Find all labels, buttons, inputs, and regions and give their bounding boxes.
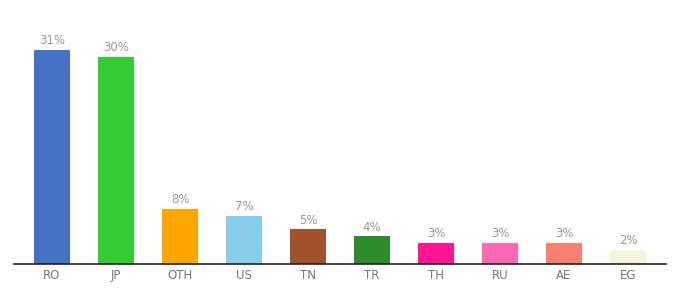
Bar xyxy=(163,209,198,264)
Bar xyxy=(99,56,133,264)
Text: 31%: 31% xyxy=(39,34,65,47)
Bar xyxy=(482,243,517,264)
Text: 8%: 8% xyxy=(171,193,189,206)
Text: 2%: 2% xyxy=(619,234,637,248)
Text: 3%: 3% xyxy=(555,227,573,241)
Text: 7%: 7% xyxy=(235,200,254,213)
Bar xyxy=(418,243,454,264)
Bar xyxy=(290,230,326,264)
Text: 30%: 30% xyxy=(103,41,129,54)
Text: 3%: 3% xyxy=(491,227,509,241)
Text: 4%: 4% xyxy=(362,220,381,234)
Text: 3%: 3% xyxy=(427,227,445,241)
Bar xyxy=(611,250,645,264)
Bar xyxy=(35,50,69,264)
Bar xyxy=(547,243,581,264)
Text: 5%: 5% xyxy=(299,214,318,227)
Bar xyxy=(354,236,390,264)
Bar xyxy=(226,216,262,264)
